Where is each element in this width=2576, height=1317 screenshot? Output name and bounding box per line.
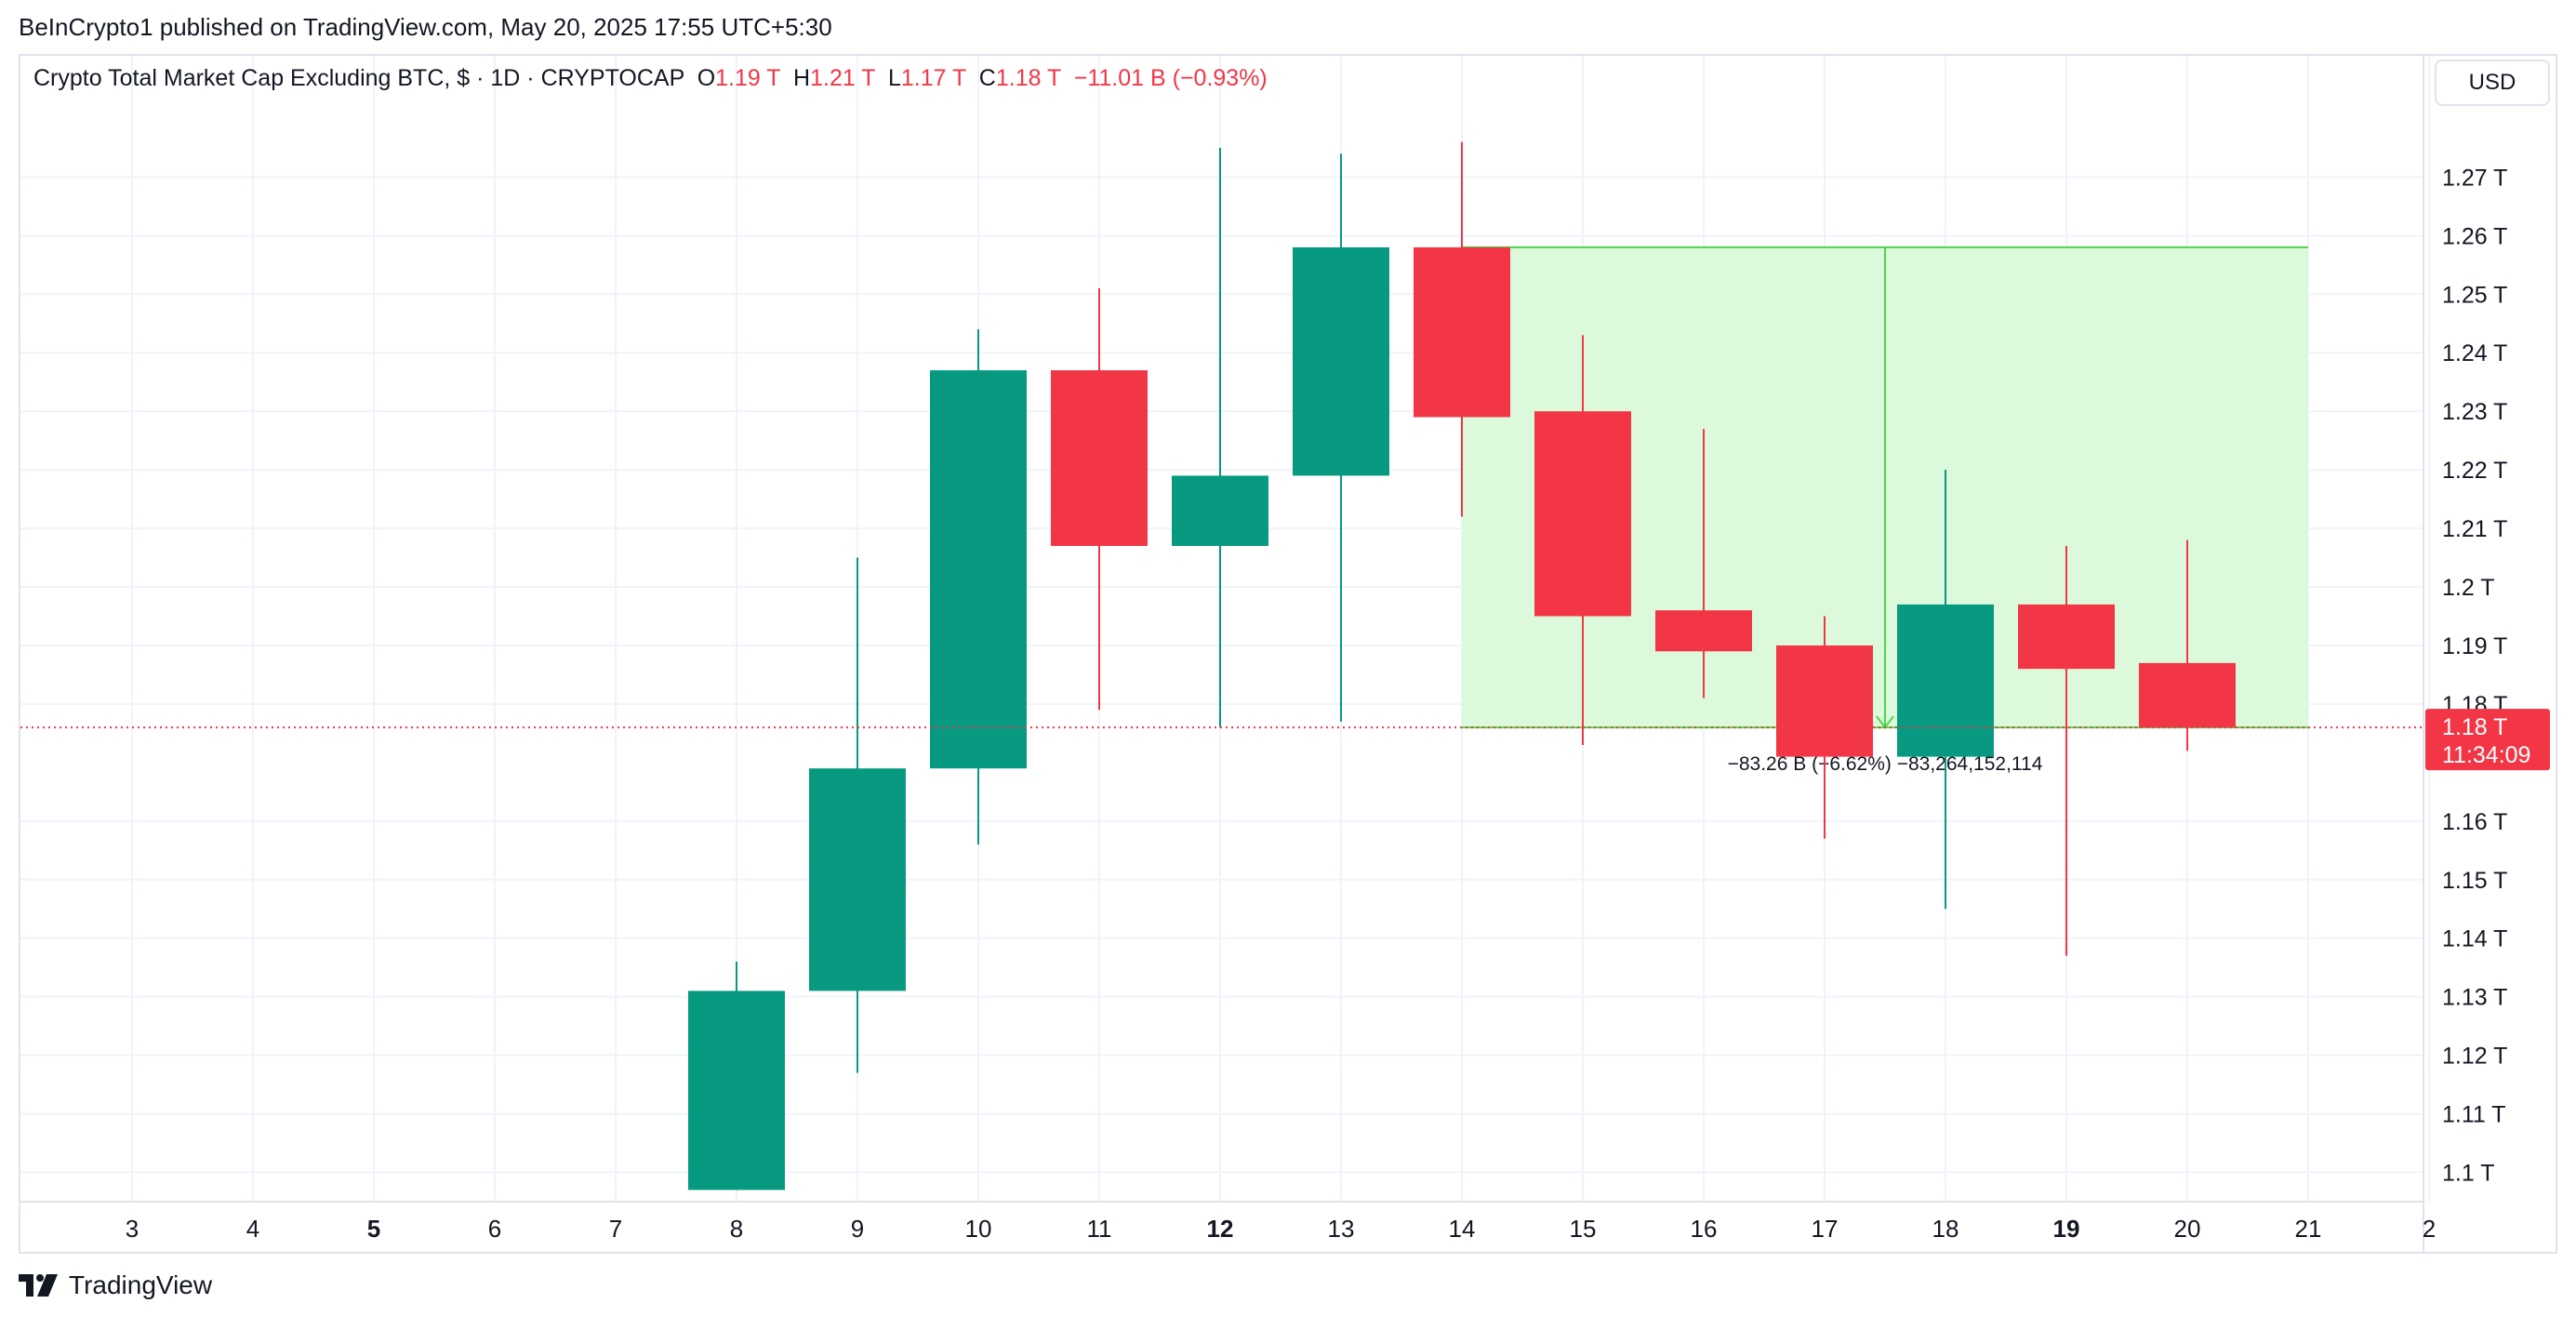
last-price-badge-bg <box>2425 709 2550 771</box>
candle-body <box>930 370 1027 769</box>
x-tick-label: 14 <box>1449 1215 1476 1243</box>
y-tick-label: 1.1 T <box>2442 1161 2495 1187</box>
candle-body <box>1655 610 1752 652</box>
candle-body <box>688 991 785 1191</box>
legend-close-label: C <box>978 65 996 91</box>
tradingview-logo-icon <box>19 1274 58 1297</box>
x-axis[interactable]: 3 4 5 6 7 8 9 10 11 12 13 14 15 16 17 18 19 20 21 2 <box>20 1201 2436 1243</box>
tradingview-logo[interactable]: TradingView <box>19 1270 212 1300</box>
y-tick-label: 1.16 T <box>2442 809 2507 835</box>
bar-countdown: 11:34:09 <box>2442 742 2530 768</box>
x-tick-label: 13 <box>1328 1215 1355 1243</box>
candle-body <box>1776 645 1873 757</box>
x-tick-label: 18 <box>1932 1215 1959 1243</box>
range-measure-label: −83.26 B (−6.62%) −83,264,152,114 <box>1728 753 2043 775</box>
legend-high-label: H <box>793 65 811 91</box>
x-tick-label: 11 <box>1087 1215 1112 1243</box>
candle-body <box>1051 370 1148 546</box>
y-tick-label: 1.25 T <box>2442 282 2507 308</box>
candle-body <box>1414 246 1510 418</box>
y-tick-label: 1.24 T <box>2442 340 2507 366</box>
candle-body <box>1172 475 1268 546</box>
y-tick-label: 1.2 T <box>2442 575 2495 601</box>
publish-line: BeInCrypto1 published on TradingView.com… <box>19 13 832 41</box>
candle-body <box>1534 411 1631 617</box>
x-tick-label: 4 <box>246 1215 259 1243</box>
y-tick-label: 1.14 T <box>2442 926 2507 952</box>
legend-open-value: 1.19 T <box>715 65 781 91</box>
y-tick-label: 1.19 T <box>2442 633 2507 659</box>
y-tick-label: 1.23 T <box>2442 399 2507 425</box>
chart-frame <box>19 54 2557 1254</box>
symbol-legend: Crypto Total Market Cap Excluding BTC, $… <box>33 65 1268 92</box>
currency-button[interactable]: USD <box>2435 60 2550 106</box>
candle-body <box>1897 604 1994 757</box>
x-tick-label: 17 <box>1812 1215 1839 1243</box>
y-tick-label: 1.27 T <box>2442 165 2507 191</box>
y-axis[interactable]: 1.27 T 1.26 T 1.25 T 1.24 T 1.23 T 1.22 T 1.21… <box>2423 56 2507 1252</box>
legend-open-label: O <box>697 65 716 91</box>
last-price-value: 1.18 T <box>2442 714 2507 740</box>
y-tick-label: 1.11 T <box>2442 1102 2506 1128</box>
x-tick-label: 15 <box>1570 1215 1597 1243</box>
x-tick-label: 16 <box>1691 1215 1718 1243</box>
y-tick-label: 1.21 T <box>2442 516 2507 542</box>
candle-body <box>2139 662 2236 728</box>
x-tick-label: 10 <box>965 1215 992 1243</box>
x-tick-label: 19 <box>2053 1215 2080 1243</box>
y-tick-label: 1.13 T <box>2442 985 2507 1011</box>
tradingview-brand: TradingView <box>69 1270 213 1299</box>
legend-low-value: 1.17 T <box>900 65 966 91</box>
x-tick-label: 2 <box>2423 1215 2436 1243</box>
y-tick-label: 1.26 T <box>2442 223 2507 249</box>
x-tick-label: 3 <box>126 1215 139 1243</box>
legend-low-label: L <box>888 65 901 91</box>
x-tick-label: 21 <box>2295 1215 2322 1243</box>
x-tick-label: 9 <box>851 1215 864 1243</box>
y-tick-label: 1.15 T <box>2442 868 2507 894</box>
candle-body <box>809 768 906 991</box>
legend-change: −11.01 B (−0.93%) <box>1073 65 1268 91</box>
x-tick-label: 6 <box>488 1215 501 1243</box>
legend-title: Crypto Total Market Cap Excluding BTC, $… <box>33 65 684 91</box>
candle-body <box>2018 604 2115 670</box>
y-tick-label: 1.12 T <box>2442 1044 2507 1070</box>
candle-body <box>1293 246 1389 476</box>
x-tick-label: 12 <box>1207 1215 1234 1243</box>
x-tick-label: 20 <box>2174 1215 2201 1243</box>
x-tick-label: 7 <box>609 1215 622 1243</box>
legend-close-value: 1.18 T <box>995 65 1061 91</box>
candles <box>688 141 2236 1191</box>
y-tick-label: 1.22 T <box>2442 458 2507 484</box>
last-price-badge: 1.18 T11:34:09 <box>2425 709 2550 771</box>
x-tick-label: 5 <box>367 1215 380 1243</box>
legend-high-value: 1.21 T <box>810 65 876 91</box>
x-tick-label: 8 <box>730 1215 743 1243</box>
